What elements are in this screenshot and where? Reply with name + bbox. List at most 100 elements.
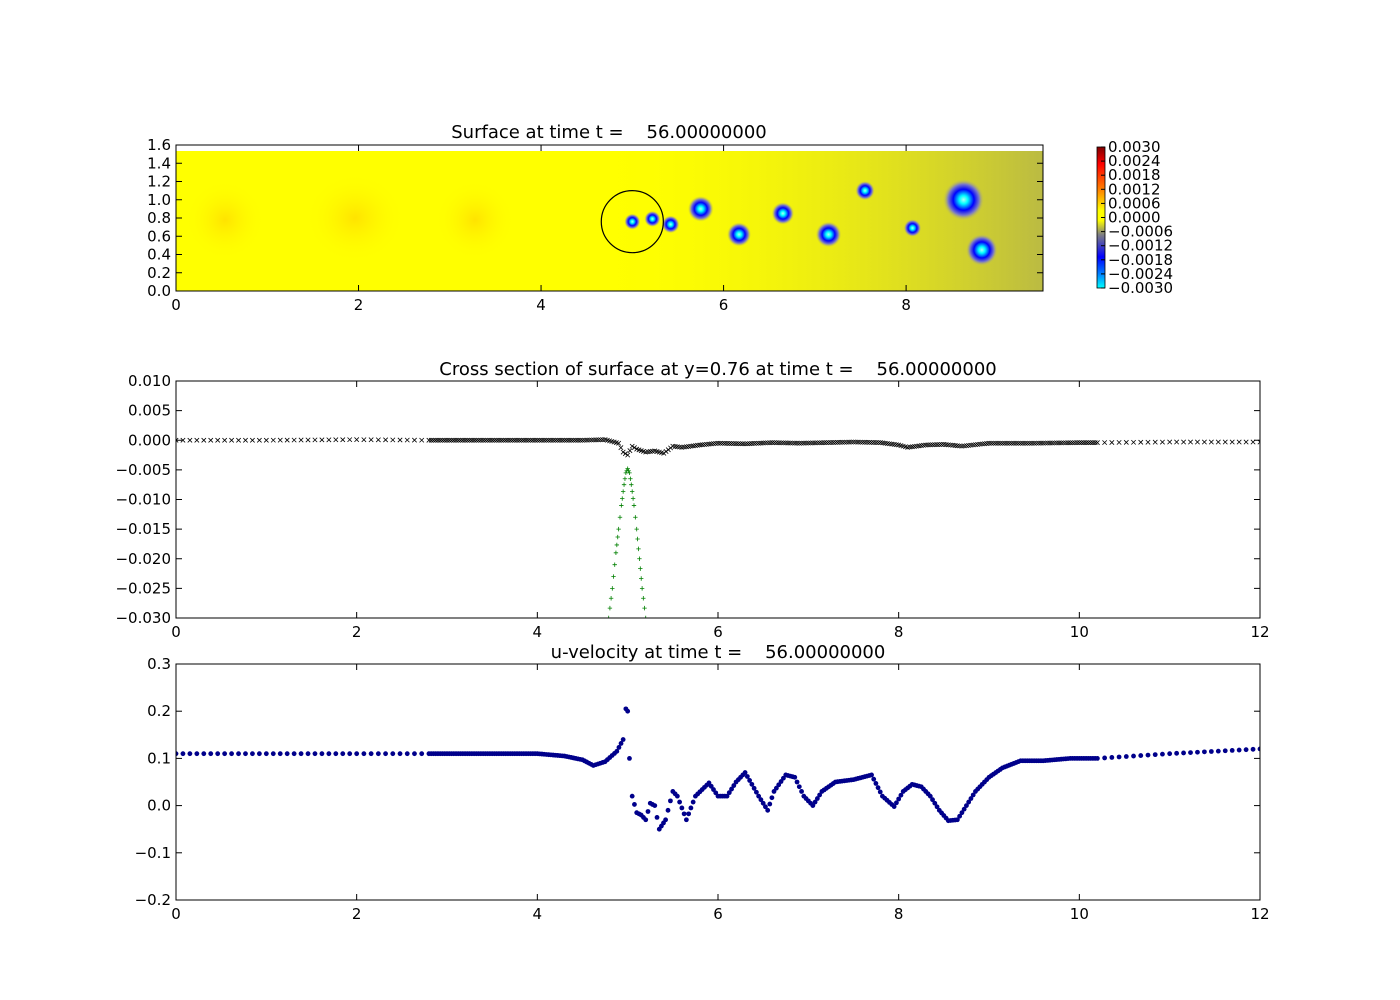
cross-section-point — [642, 605, 647, 611]
cross-section-point — [622, 451, 628, 457]
colorbar-tick-label: −0.0006 — [1108, 223, 1173, 241]
cross-section-point — [875, 440, 881, 446]
cross-section-point — [586, 437, 592, 443]
cross-section-point — [1038, 440, 1044, 446]
cross-section-point — [744, 441, 750, 447]
surface-orange-patch — [305, 173, 405, 263]
cross-section-point — [864, 439, 870, 445]
u-velocity-point — [222, 751, 228, 757]
u-velocity-point — [1222, 748, 1228, 754]
cross-section-point — [478, 437, 484, 443]
u-velocity-point — [1195, 749, 1200, 755]
cross-section-point — [1236, 439, 1242, 445]
cross-section-point — [451, 437, 457, 443]
u-velocity-point — [187, 751, 193, 757]
cross-section-point — [460, 437, 466, 443]
cross-section-ytick-label: −0.025 — [115, 579, 171, 597]
surface-title: Surface at time t = 56.00000000 — [451, 122, 766, 143]
cross-section-point — [1006, 440, 1012, 446]
vortex-blob — [903, 219, 922, 237]
surface-ytick-label: 1.0 — [147, 191, 171, 209]
cross-section-point — [805, 440, 811, 446]
cross-section-point — [541, 437, 547, 443]
cross-section-point — [437, 437, 443, 443]
cross-section-ytick-label: 0.005 — [128, 402, 171, 420]
u-velocity-point — [1102, 755, 1108, 761]
vortex-blob — [815, 221, 842, 248]
vortex-blob — [687, 196, 714, 222]
u-velocity-point — [1167, 751, 1173, 757]
cross-section-point — [1194, 439, 1200, 445]
u-velocity-point — [869, 772, 874, 778]
cross-section-point — [229, 437, 235, 443]
colorbar-tick-label: 0.0006 — [1108, 194, 1161, 212]
cross-section-point — [566, 437, 572, 443]
colorbar-tick-label: 0.0018 — [1108, 166, 1161, 184]
cross-section-point — [615, 534, 620, 540]
cross-section-point — [625, 452, 631, 458]
u-velocity-point — [812, 799, 818, 805]
cross-section-point — [428, 437, 434, 443]
u-velocity-ytick-label: −0.2 — [135, 891, 171, 909]
cross-section-axes-ticks: 0 2 4 6 8 10 12 0.010 0.005 0.000 −0.005 −0.010 −0.0… — [115, 372, 1269, 641]
cross-section-point — [857, 439, 863, 445]
cross-section-point — [1033, 440, 1039, 446]
u-velocity-point — [747, 778, 753, 783]
colorbar-tick-label: 0.0024 — [1108, 152, 1161, 170]
cross-section-xtick-label: 2 — [352, 623, 362, 641]
u-velocity-point — [954, 817, 960, 823]
cross-section-point — [496, 437, 502, 443]
cross-section-point — [449, 437, 454, 443]
cross-section-point — [731, 441, 737, 447]
u-velocity-xtick-label: 2 — [352, 905, 362, 923]
cross-section-xtick-label: 10 — [1070, 623, 1089, 641]
u-velocity-point — [620, 737, 626, 742]
cross-section-point — [1085, 440, 1091, 446]
cross-section-point — [803, 440, 809, 446]
cross-section-point — [774, 440, 780, 446]
u-velocity-panel: u-velocity at time t = 56.00000000 0 2 4 6 8… — [135, 642, 1270, 923]
u-velocity-point — [961, 806, 967, 812]
cross-section-point — [589, 437, 595, 443]
u-velocity-point — [256, 751, 262, 757]
cross-section-point — [453, 437, 459, 443]
cross-section-point — [570, 437, 576, 443]
u-velocity-point — [305, 751, 311, 757]
u-velocity-point — [724, 793, 730, 799]
cross-section-point — [620, 449, 626, 455]
u-velocity-point — [665, 807, 671, 813]
cross-section-point — [512, 437, 518, 443]
colorbar-tick-label: 0.0000 — [1108, 209, 1161, 227]
cross-section-point — [617, 515, 623, 520]
cross-section-point — [1152, 439, 1158, 445]
cross-section-point — [194, 437, 200, 443]
cross-section-point — [760, 440, 766, 446]
vortex-blob — [661, 215, 680, 234]
cross-section-point — [442, 437, 448, 443]
u-velocity-xtick-label: 4 — [533, 905, 543, 923]
cross-section-point — [473, 437, 479, 443]
u-velocity-point — [792, 774, 798, 780]
u-velocity-point — [654, 815, 660, 820]
u-velocity-point — [1131, 753, 1136, 759]
cross-section-point — [606, 615, 611, 618]
cross-section-ytick-label: −0.015 — [115, 520, 171, 538]
cross-section-point — [552, 437, 558, 443]
u-velocity-point — [758, 797, 764, 803]
cross-section-point — [639, 576, 644, 581]
cross-section-point — [628, 476, 633, 481]
cross-section-point — [844, 439, 850, 445]
cross-section-point — [1079, 440, 1085, 446]
cross-section-point — [444, 437, 450, 443]
cross-section-point — [751, 440, 757, 446]
cross-section-point — [1020, 440, 1026, 446]
cross-section-point — [747, 441, 753, 447]
u-velocity-point — [618, 741, 624, 746]
u-velocity-point — [742, 770, 748, 775]
vortex-blob — [624, 213, 641, 230]
cross-section-point — [525, 437, 531, 443]
cross-section-point — [1065, 440, 1071, 446]
cross-section-point — [610, 586, 615, 591]
cross-section-point — [256, 437, 262, 443]
